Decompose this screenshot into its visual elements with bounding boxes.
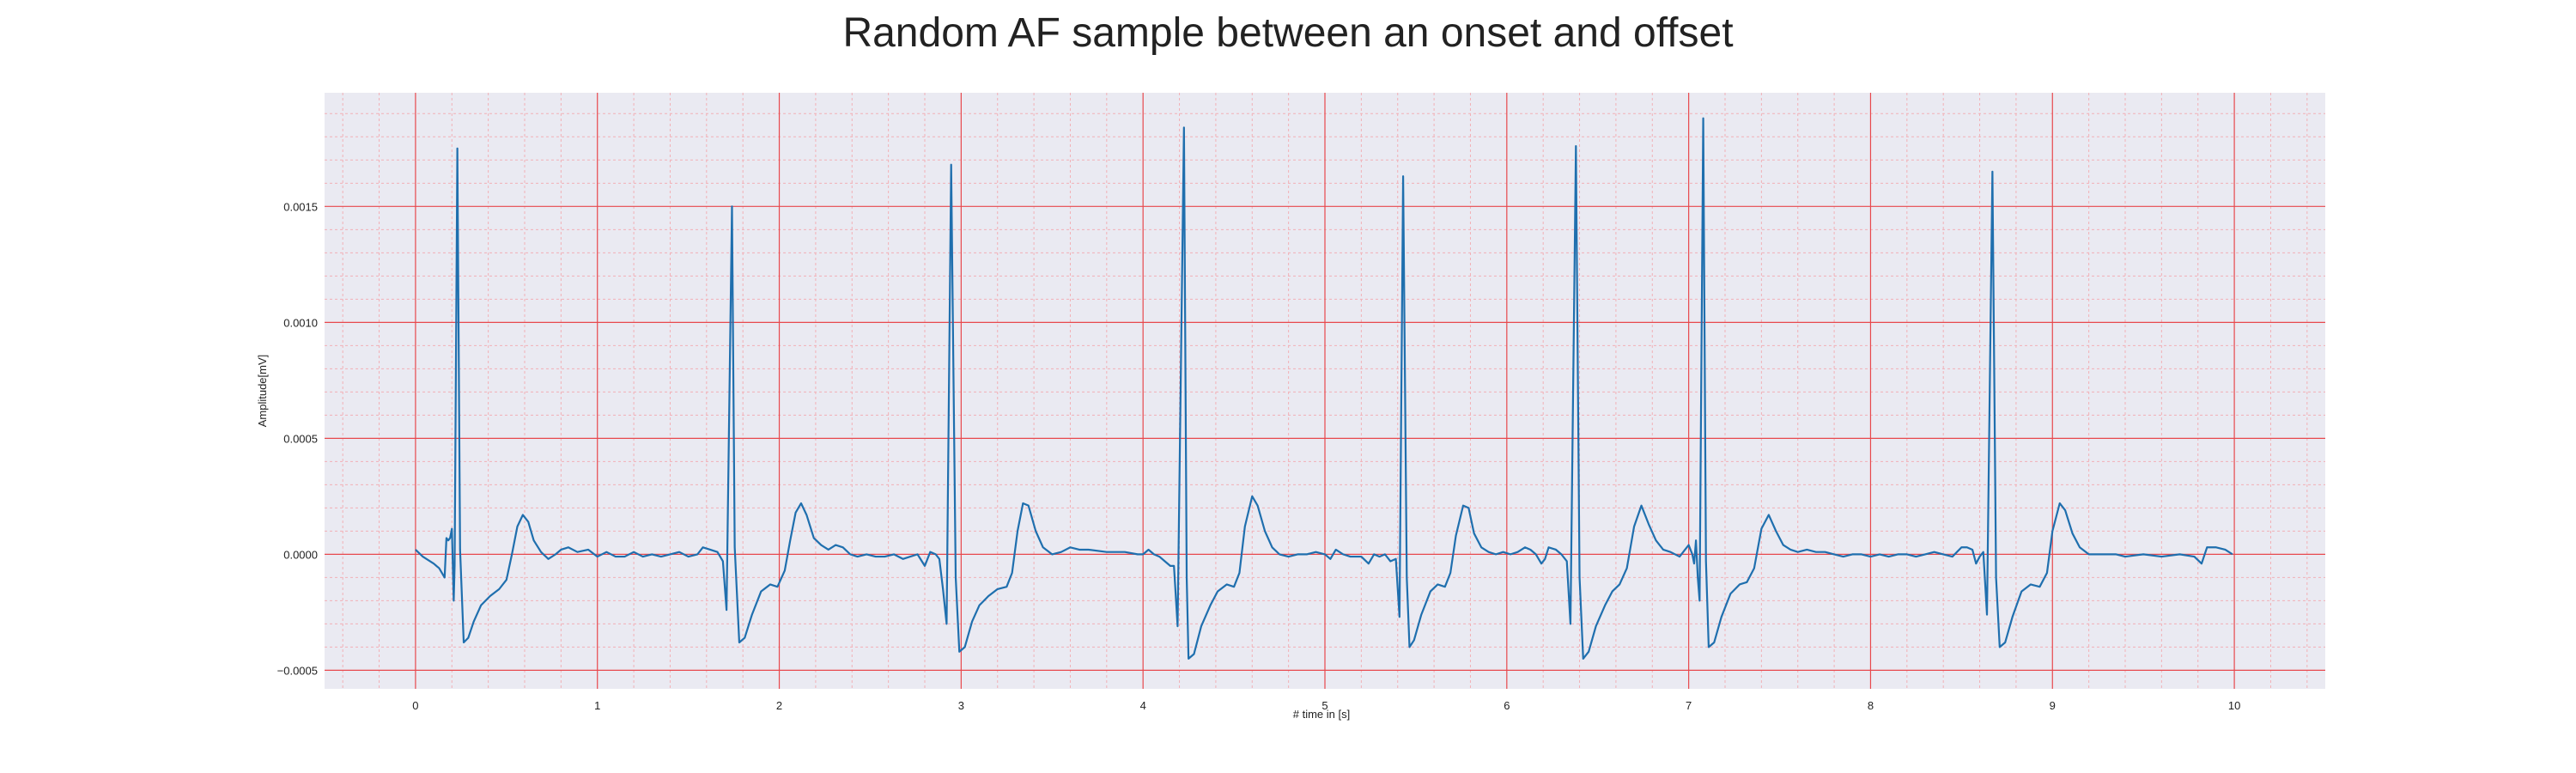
ecg-series-line: [415, 117, 2233, 660]
y-tick-label: 0.0010: [283, 316, 318, 329]
y-tick-label: 0.0015: [283, 200, 318, 213]
series-layer: [415, 117, 2233, 660]
x-tick-label: 5: [1321, 699, 1327, 712]
major-grid: [325, 93, 2325, 689]
x-tick-label: 1: [594, 699, 600, 712]
y-tick-label: 0.0000: [283, 548, 318, 561]
x-axis-label: # time in [s]: [1293, 708, 1350, 721]
chart-title: Random AF sample between an onset and of…: [842, 10, 1733, 56]
x-tick-label: 8: [1868, 699, 1874, 712]
x-tick-label: 7: [1686, 699, 1692, 712]
x-tick-label: 3: [958, 699, 964, 712]
x-axis-ticks: 0 1 2 3 4 5 6 7 8 9 10: [412, 699, 2240, 712]
x-tick-label: 0: [412, 699, 418, 712]
x-tick-label: 2: [776, 699, 782, 712]
y-tick-label: −0.0005: [277, 664, 318, 677]
y-axis-ticks: −0.0005 0.0000 0.0005 0.0010 0.0015: [277, 200, 318, 677]
y-tick-label: 0.0005: [283, 432, 318, 445]
y-axis-label: Amplitude[mV]: [256, 355, 269, 428]
x-tick-label: 9: [2050, 699, 2056, 712]
x-tick-label: 4: [1140, 699, 1146, 712]
x-tick-label: 10: [2228, 699, 2240, 712]
x-tick-label: 6: [1504, 699, 1510, 712]
